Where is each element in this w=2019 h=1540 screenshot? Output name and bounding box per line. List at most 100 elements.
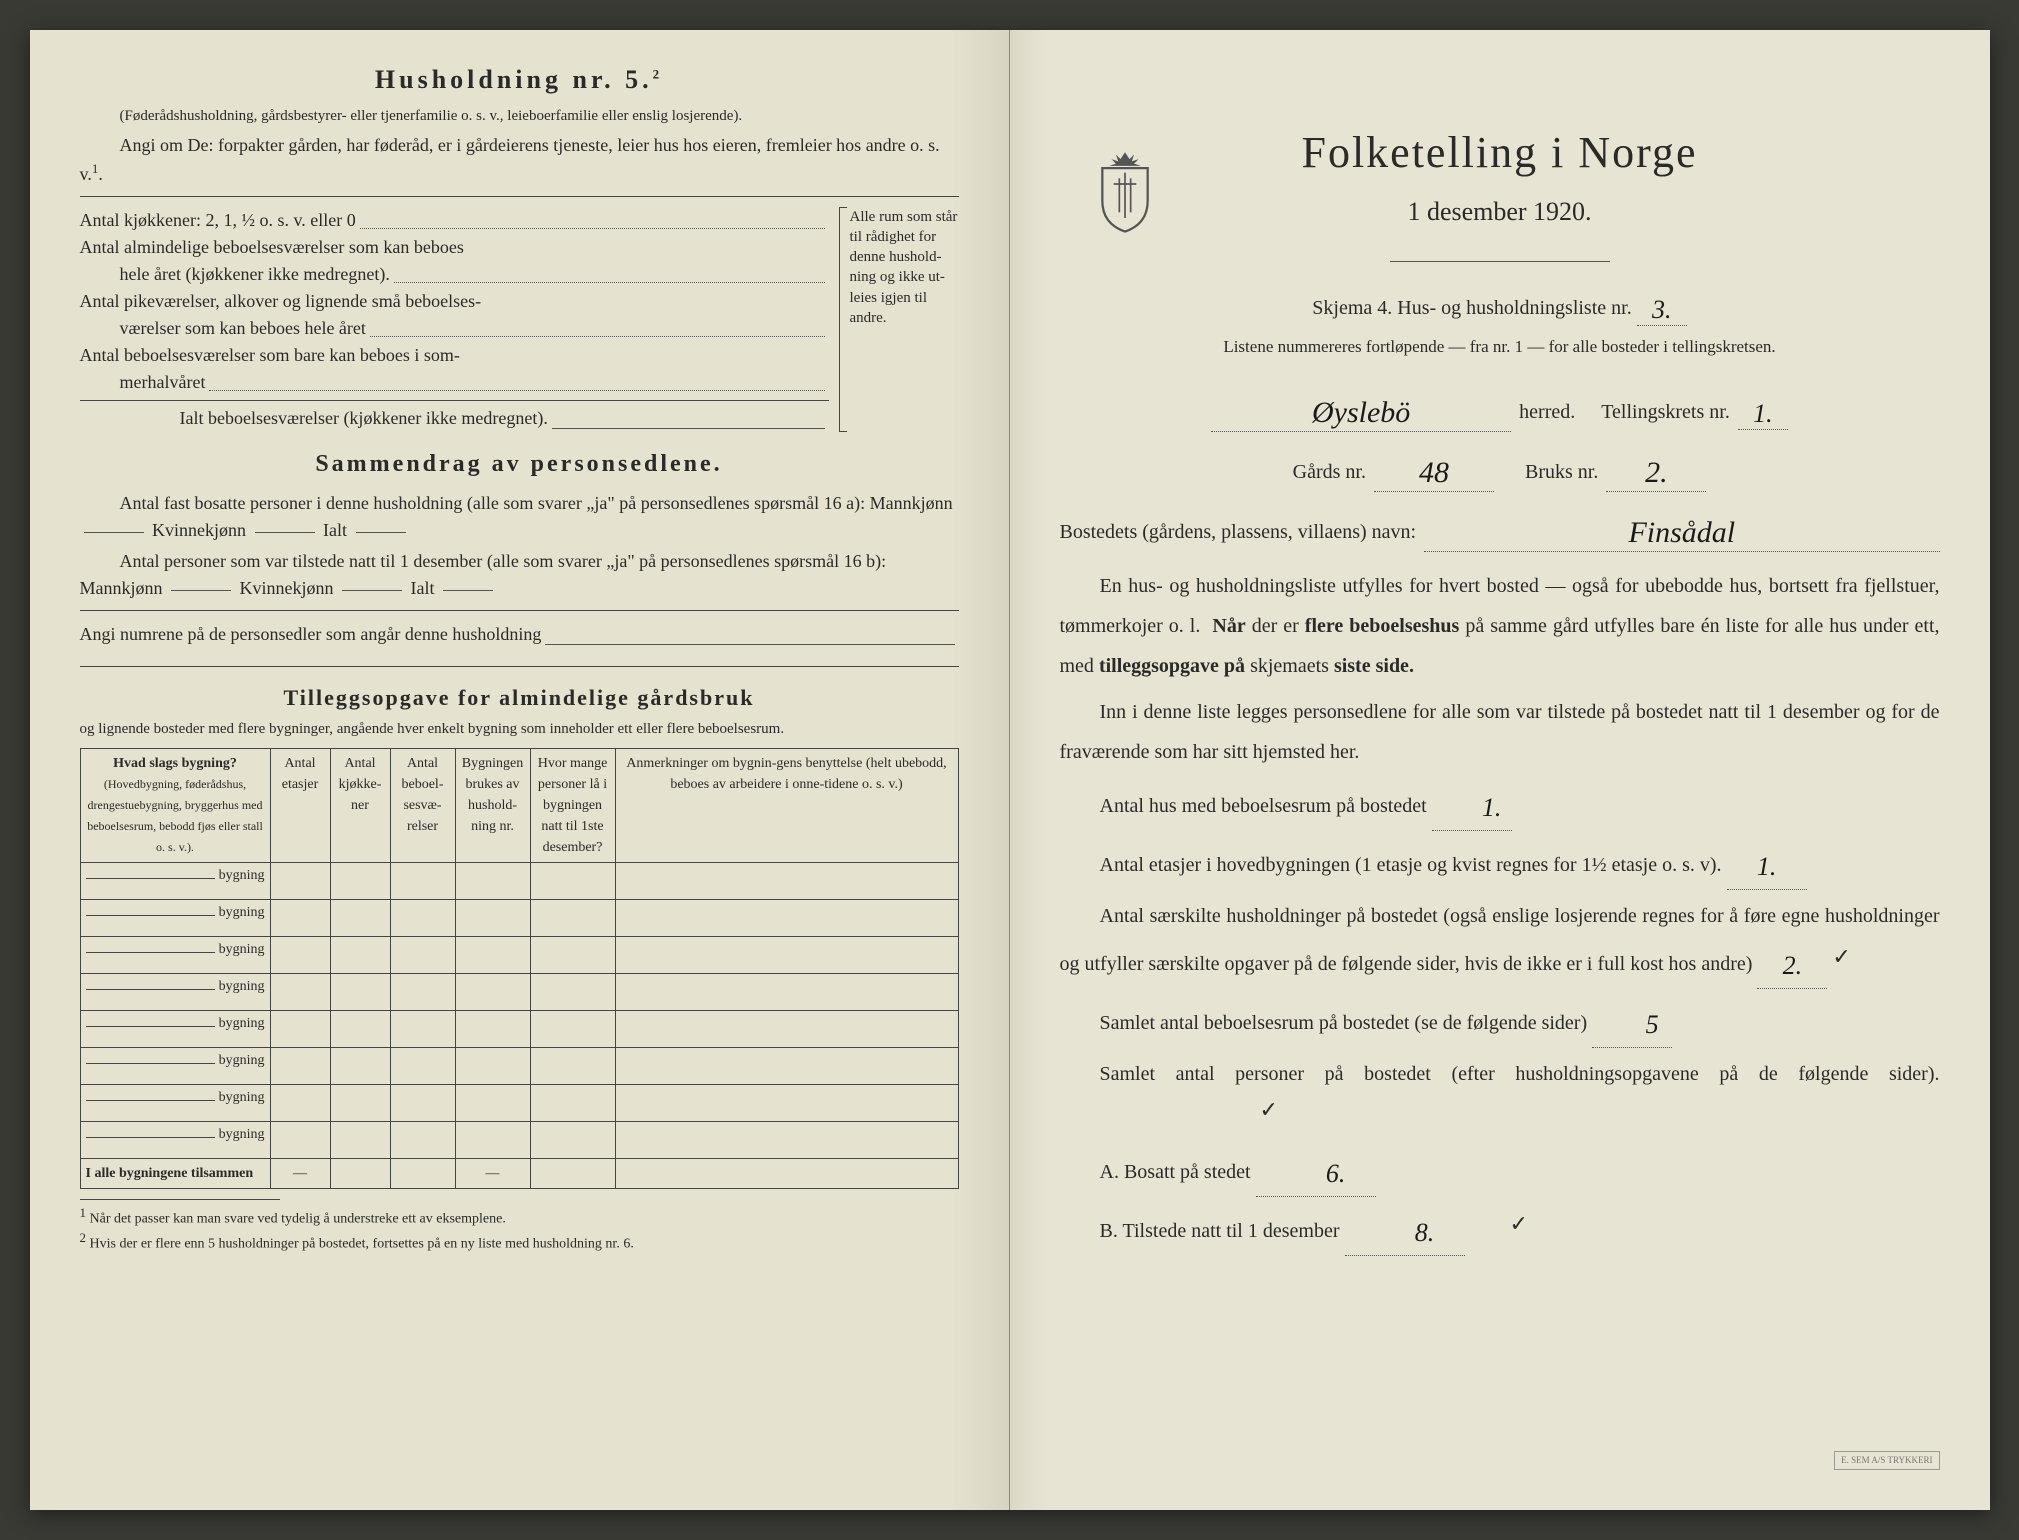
line-b: B. Tilstede natt til 1 desember 8. ✓ (1060, 1203, 1940, 1256)
rooms-list: Antal kjøkkener: 2, 1, ½ o. s. v. eller … (80, 207, 829, 432)
row-pike-a: Antal pikeværelser, alkover og lignende … (80, 288, 829, 315)
herred-label: herred. (1519, 397, 1575, 427)
right-page: Folketelling i Norge 1 desember 1920. Sk… (1010, 30, 1990, 1510)
row-alm-b: hele året (kjøkkener ikke medregnet). (80, 261, 829, 288)
table-row: bygning (80, 1011, 958, 1048)
l-b: B. Tilstede natt til 1 desember (1100, 1220, 1340, 1242)
row-kjokken-label: Antal kjøkkener: 2, 1, ½ o. s. v. eller … (80, 207, 356, 234)
bygning-word: bygning (219, 865, 265, 888)
table-row: bygning (80, 1085, 958, 1122)
tick-2: ✓ (1260, 1088, 1278, 1132)
table-sum-row: I alle bygningene tilsammen —— (80, 1159, 958, 1189)
document-spread: Husholdning nr. 5.2 (Føderådshusholdning… (30, 30, 1990, 1510)
rule-sub (80, 400, 829, 401)
l-rum: Samlet antal beboelsesrum på bostedet (s… (1100, 1012, 1588, 1034)
row-ialt-label: Ialt beboelsesværelser (kjøkkener ikke m… (80, 405, 548, 432)
line-rum: Samlet antal beboelsesrum på bostedet (s… (1060, 995, 1940, 1048)
line-personer: Samlet antal personer på bostedet (efter… (1060, 1054, 1940, 1138)
husholdning-note: (Føderådshusholdning, gårdsbestyrer- ell… (80, 105, 959, 128)
v-hush: 2. (1783, 951, 1803, 980)
sammendrag-title: Sammendrag av personsedlene. (80, 446, 959, 482)
title-rule (1390, 261, 1610, 262)
rooms-bracket-group: Antal kjøkkener: 2, 1, ½ o. s. v. eller … (80, 207, 959, 432)
skjema-line: Skjema 4. Hus- og husholdningsliste nr. … (1060, 286, 1940, 326)
th-bygning-sub: (Hovedbygning, føderådshus, drengestueby… (87, 777, 263, 854)
bygning-table: Hvad slags bygning? (Hovedbygning, føder… (80, 748, 959, 1189)
table-row: bygning (80, 900, 958, 937)
v-rum: 5 (1646, 1010, 1659, 1039)
v-etasjer: 1. (1757, 852, 1777, 881)
table-row: bygning (80, 1122, 958, 1159)
bygning-word: bygning (219, 1050, 265, 1073)
printer-stamp: E. SEM A/S TRYKKERI (1834, 1451, 1939, 1471)
foot1-text: Når det passer kan man svare ved tydelig… (90, 1212, 506, 1227)
coat-of-arms-icon (1090, 150, 1160, 235)
v-hus: 1. (1482, 793, 1502, 822)
foot2-text: Hvis der er flere enn 5 husholdninger på… (90, 1237, 634, 1252)
bosted-value: Finsådal (1628, 516, 1735, 549)
th-bygning: Hvad slags bygning? (Hovedbygning, føder… (80, 749, 270, 863)
paragraph-2: Inn i denne liste legges personsedlene f… (1060, 692, 1940, 772)
husholdning-sup: 2 (653, 66, 664, 81)
row-sommer-a: Antal beboelsesværelser som bare kan beb… (80, 342, 829, 369)
bygning-word: bygning (219, 939, 265, 962)
angi-line: Angi om De: forpakter gården, har føderå… (80, 132, 959, 188)
th-personer: Hvor mange personer lå i bygningen natt … (530, 749, 615, 863)
row-sommer-b-label: merhalvåret (80, 369, 206, 396)
row-kjokken: Antal kjøkkener: 2, 1, ½ o. s. v. eller … (80, 207, 829, 234)
row-pike-b-label: værelser som kan beboes hele året (80, 315, 366, 342)
row-ialt: Ialt beboelsesværelser (kjøkkener ikke m… (80, 405, 829, 432)
left-page: Husholdning nr. 5.2 (Føderådshusholdning… (30, 30, 1010, 1510)
bygning-word: bygning (219, 1087, 265, 1110)
herred-value: Øyslebö (1312, 396, 1410, 429)
line-a: A. Bosatt på stedet 6. (1060, 1144, 1940, 1197)
skjema-nr-value: 3. (1652, 295, 1672, 324)
samm-line-1: Antal fast bosatte personer i denne hush… (80, 490, 959, 544)
bruks-value: 2. (1645, 456, 1668, 489)
l-pers: Samlet antal personer på bostedet (efter… (1060, 1063, 1940, 1085)
table-row: bygning (80, 974, 958, 1011)
angi-sup: 1 (92, 161, 99, 176)
census-date: 1 desember 1920. (1060, 192, 1940, 231)
table-header-row: Hvad slags bygning? (Hovedbygning, føder… (80, 749, 958, 863)
samm-line-2: Antal personer som var tilstede natt til… (80, 548, 959, 602)
paragraph-1: En hus- og husholdningsliste utfylles fo… (1060, 566, 1940, 686)
l-hus: Antal hus med beboelsesrum på bostedet (1100, 795, 1427, 817)
th-etasjer: Antal etasjer (270, 749, 330, 863)
line-hus: Antal hus med beboelsesrum på bostedet 1… (1060, 778, 1940, 831)
krets-label: Tellingskrets nr. (1601, 397, 1730, 427)
v-b: 8. (1415, 1218, 1435, 1247)
row-alm-a: Antal almindelige beboelsesværelser som … (80, 234, 829, 261)
row-sommer-b: merhalvåret (80, 369, 829, 396)
angi-text: Angi om De: forpakter gården, har føderå… (80, 135, 940, 184)
th-kjokken: Antal kjøkke-ner (330, 749, 390, 863)
footnotes: 1 Når det passer kan man svare ved tydel… (80, 1199, 959, 1255)
table-sum-label: I alle bygningene tilsammen (86, 1166, 254, 1181)
bygning-word: bygning (219, 976, 265, 999)
skjema-label: Skjema 4. Hus- og husholdningsliste nr. (1312, 297, 1631, 319)
tillegg-sub: og lignende bosteder med flere bygninger… (80, 718, 959, 741)
gards-value: 48 (1419, 456, 1449, 489)
tick-3: ✓ (1470, 1202, 1528, 1246)
bygning-word: bygning (219, 1124, 265, 1147)
husholdning-title: Husholdning nr. 5.2 (80, 60, 959, 99)
footnote-1: 1 Når det passer kan man svare ved tydel… (80, 1204, 959, 1229)
footnote-2: 2 Hvis der er flere enn 5 husholdninger … (80, 1229, 959, 1254)
table-row: bygning (80, 863, 958, 900)
line-husholdninger: Antal særskilte husholdninger på bostede… (1060, 896, 1940, 989)
bygning-word: bygning (219, 1013, 265, 1036)
row-alm-b-label: hele året (kjøkkener ikke medregnet). (80, 261, 390, 288)
samm-l1: Antal fast bosatte personer i denne hush… (120, 493, 953, 513)
herred-row: Øyslebö herred. Tellingskrets nr. 1. (1060, 386, 1940, 432)
row-pike-b: værelser som kan beboes hele året (80, 315, 829, 342)
samm-ialt-2: Ialt (411, 578, 435, 598)
krets-value: 1. (1753, 399, 1773, 428)
th-beboel: Antal beboel-sesvæ-relser (390, 749, 455, 863)
samm-kv-2: Kvinnekjønn (240, 578, 334, 598)
body-text: En hus- og husholdningsliste utfylles fo… (1060, 566, 1940, 1256)
l-a: A. Bosatt på stedet (1100, 1161, 1251, 1183)
gards-label: Gårds nr. (1293, 457, 1366, 487)
th-brukes: Bygningen brukes av hushold-ning nr. (455, 749, 530, 863)
table-row: bygning (80, 1048, 958, 1085)
bygning-word: bygning (219, 902, 265, 925)
